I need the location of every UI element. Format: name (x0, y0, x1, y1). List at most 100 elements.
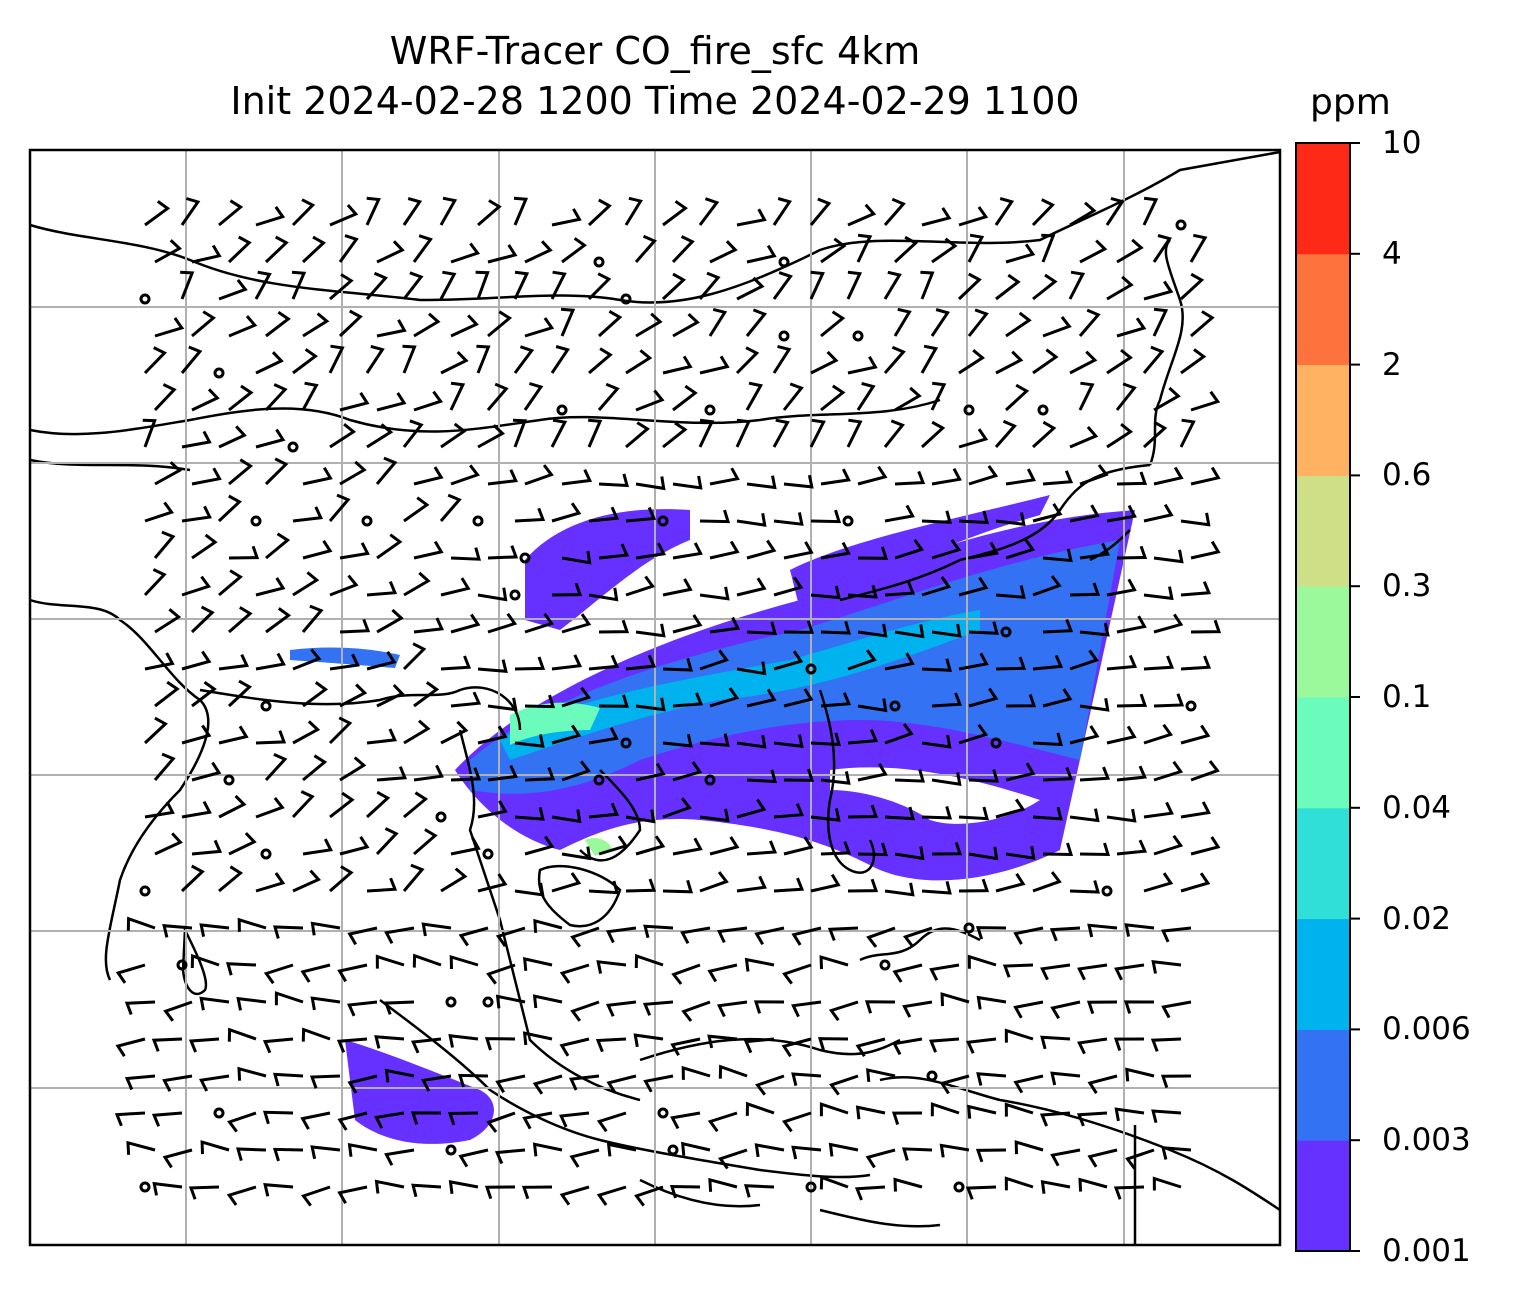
wind-barb (847, 804, 879, 819)
wind-barb (532, 994, 563, 1009)
wind-barb (995, 273, 1021, 301)
wind-barb (227, 1111, 257, 1133)
wind-barb (820, 541, 851, 560)
wind-barb (375, 827, 399, 856)
wind-barb (255, 796, 285, 819)
wind-barb (791, 1000, 822, 1018)
plume-bangladesh-patch (290, 647, 400, 668)
wind-barb (1078, 381, 1095, 411)
wind-barb (716, 926, 748, 944)
wind-barb (773, 877, 805, 893)
wind-barb (588, 727, 619, 745)
wind-barb (524, 464, 554, 486)
wind-barb (1106, 348, 1133, 375)
wind-barb (329, 865, 354, 893)
wind-barb (1179, 272, 1205, 301)
wind-barb (1125, 1148, 1155, 1170)
wind-barb (772, 197, 792, 226)
wind-barb (376, 683, 405, 708)
wind-barb (920, 344, 939, 374)
wind-barb (513, 270, 530, 300)
wind-barb (921, 207, 952, 227)
wind-barb (487, 697, 518, 712)
wind-barb (1005, 311, 1032, 338)
wind-barb (596, 960, 627, 974)
wind-barb (439, 196, 458, 226)
wind-barb (402, 344, 417, 374)
wind-barb (1124, 923, 1155, 937)
wind-barb (855, 1105, 886, 1120)
wind-barb (413, 540, 444, 560)
wind-barb (883, 270, 902, 300)
colorbar-tick-label: 0.001 (1382, 1233, 1471, 1269)
wind-barb (218, 794, 247, 819)
wind-barb (273, 1072, 304, 1087)
calm-wind-marker (139, 293, 151, 305)
wind-barb (994, 419, 1017, 448)
wind-barb (902, 1000, 933, 1018)
wind-barb (735, 418, 752, 448)
wind-barb (1042, 766, 1074, 782)
wind-barb (967, 954, 997, 969)
wind-barb (484, 1185, 516, 1200)
wind-barb (1153, 613, 1184, 634)
wind-barb (884, 723, 914, 745)
wind-barb (115, 1037, 146, 1058)
wind-barb (376, 319, 407, 338)
wind-barb (819, 1175, 849, 1190)
wind-barb (931, 841, 963, 856)
wind-barb (884, 882, 915, 897)
wind-barb (190, 605, 215, 634)
wind-barb (328, 493, 351, 522)
wind-barb (820, 620, 852, 635)
wind-barb (588, 802, 620, 819)
wind-barb (633, 1033, 664, 1048)
calm-wind-marker (139, 885, 151, 897)
wind-barb (338, 309, 363, 338)
wind-barb (1041, 233, 1056, 263)
wind-barb (958, 878, 990, 893)
wind-barb (412, 953, 442, 968)
wind-barb (329, 273, 354, 301)
wind-barb (810, 808, 841, 822)
wind-barb (1143, 723, 1174, 745)
wind-barb (820, 384, 846, 412)
calm-wind-marker (620, 293, 632, 305)
wind-barb (450, 691, 482, 708)
colorbar-tick-label: 0.1 (1382, 679, 1432, 715)
wind-barb (699, 509, 731, 524)
wind-barb (662, 355, 693, 375)
wind-barb (1190, 466, 1221, 486)
calm-wind-marker (778, 330, 790, 342)
wind-barb (1004, 1176, 1034, 1191)
wind-barb (302, 539, 333, 560)
wind-barb (403, 791, 429, 819)
wind-barb (255, 730, 287, 745)
wind-barb (524, 766, 556, 782)
wind-barb (301, 381, 319, 411)
colorbar-tick-label: 0.04 (1382, 789, 1452, 826)
wind-barb (421, 1074, 452, 1092)
wind-barb (681, 1000, 711, 1022)
wind-barb (707, 1111, 738, 1133)
wind-barb (1180, 348, 1207, 375)
wind-barb (439, 493, 462, 522)
wind-barb (975, 1148, 1007, 1163)
wind-barb (1143, 655, 1175, 671)
wind-barb (477, 199, 502, 227)
wind-barb (773, 576, 804, 597)
wind-barb (1143, 503, 1174, 523)
calm-wind-marker (1101, 885, 1113, 897)
wind-barb (1116, 765, 1147, 782)
wind-barb (477, 800, 508, 819)
wind-barb (347, 926, 378, 946)
wind-barb (292, 869, 321, 893)
wind-barb (255, 351, 284, 375)
wind-barb (745, 308, 768, 337)
wind-barb (634, 234, 657, 263)
wind-barb (746, 621, 777, 636)
wind-barb (902, 926, 933, 948)
wind-barb (596, 1111, 627, 1133)
wind-barb (709, 540, 740, 560)
wind-barb (162, 1074, 193, 1092)
